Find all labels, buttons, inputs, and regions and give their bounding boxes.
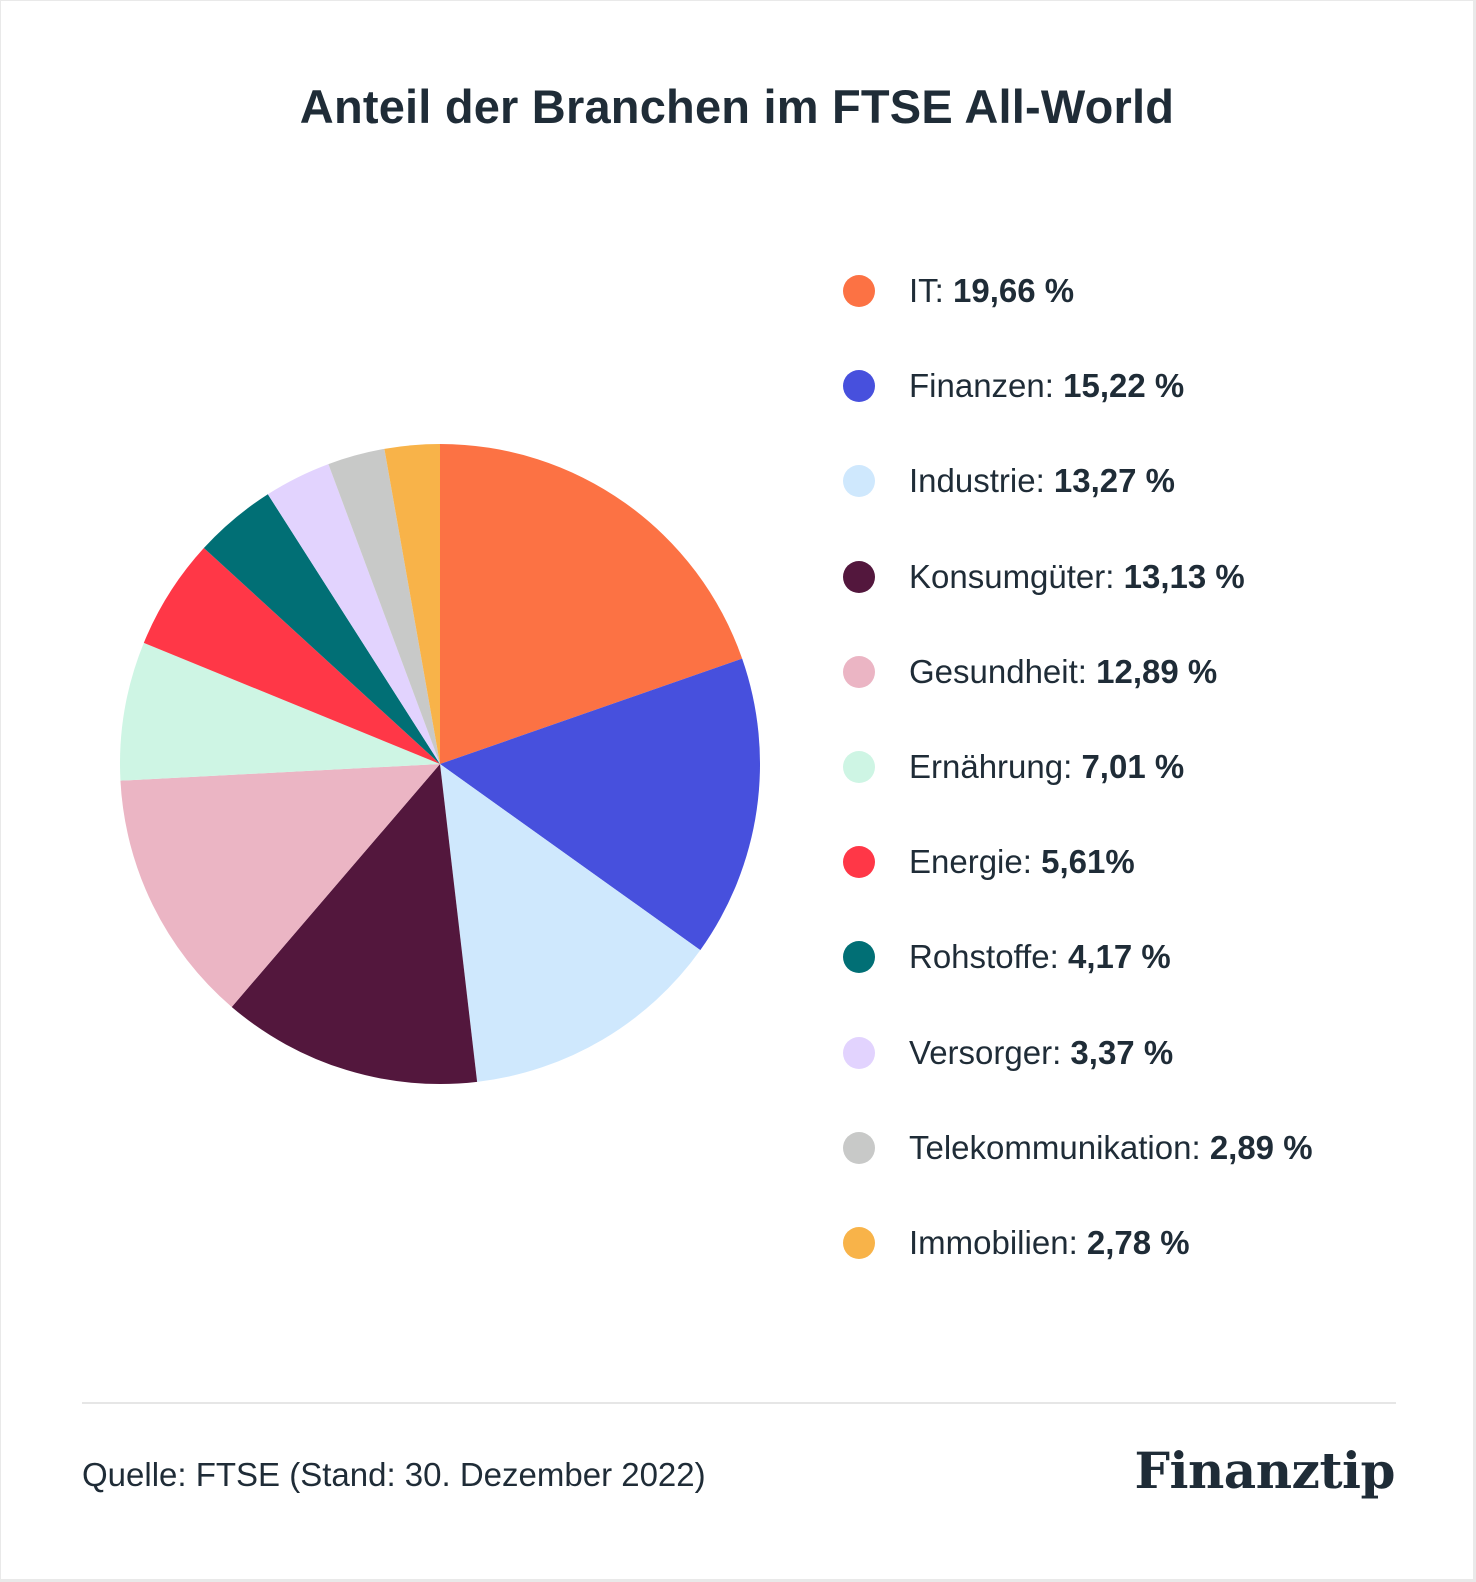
legend-label: Finanzen bbox=[909, 367, 1045, 405]
legend-value: 19,66 % bbox=[953, 272, 1075, 309]
legend-label: Versorger bbox=[909, 1033, 1053, 1071]
legend-text: Immobilien: 2,78 % bbox=[909, 1224, 1190, 1261]
legend-swatch bbox=[843, 370, 875, 403]
legend-value: 3,37 % bbox=[1070, 1033, 1174, 1071]
legend-item: Energie: 5,61% bbox=[843, 842, 1403, 882]
source-note: Quelle: FTSE (Stand: 30. Dezember 2022) bbox=[82, 1456, 706, 1493]
legend-text: Ernährung: 7,01 % bbox=[909, 748, 1185, 785]
legend-label: Ernährung bbox=[909, 748, 1064, 785]
pie-slice-7 bbox=[203, 494, 440, 764]
legend-swatch bbox=[843, 1131, 875, 1164]
legend-label: Industrie bbox=[909, 462, 1036, 500]
legend-label: IT bbox=[909, 272, 935, 309]
legend-item: Ernährung: 7,01 % bbox=[843, 747, 1403, 787]
legend-value: 13,27 % bbox=[1053, 462, 1176, 500]
legend-value: 13,13 % bbox=[1123, 557, 1245, 595]
legend-swatch bbox=[843, 1227, 875, 1259]
legend-item: IT: 19,66 % bbox=[843, 271, 1403, 311]
chart-title: Anteil der Branchen im FTSE All-World bbox=[299, 80, 1175, 133]
pie-slice-5 bbox=[120, 642, 440, 781]
legend-item: Immobilien: 2,78 % bbox=[843, 1223, 1403, 1263]
legend-value: 2,78 % bbox=[1086, 1224, 1190, 1261]
legend-value: 4,17 % bbox=[1068, 938, 1171, 976]
legend-text: Energie: 5,61% bbox=[909, 843, 1135, 881]
legend-swatch bbox=[843, 655, 875, 688]
legend-text: Versorger: 3,37 % bbox=[909, 1033, 1174, 1071]
legend-swatch bbox=[843, 275, 875, 307]
legend-swatch bbox=[843, 846, 875, 879]
legend-text: Finanzen: 15,22 % bbox=[909, 367, 1185, 405]
legend-label: Immobilien bbox=[909, 1224, 1069, 1261]
legend-item: Finanzen: 15,22 % bbox=[843, 366, 1403, 406]
legend-label: Rohstoffe bbox=[909, 938, 1050, 976]
legend-item: Konsumgüter: 13,13 % bbox=[843, 557, 1403, 597]
pie-slice-10 bbox=[384, 444, 440, 764]
legend-label: Konsumgüter bbox=[909, 557, 1106, 595]
legend-item: Gesundheit: 12,89 % bbox=[843, 652, 1403, 692]
legend-value: 12,89 % bbox=[1096, 652, 1218, 690]
legend-item: Industrie: 13,27 % bbox=[843, 461, 1403, 501]
pie-slice-6 bbox=[143, 548, 440, 764]
legend-value: 2,89 % bbox=[1209, 1128, 1313, 1166]
legend-text: Gesundheit: 12,89 % bbox=[909, 652, 1218, 690]
legend-text: Konsumgüter: 13,13 % bbox=[909, 557, 1245, 595]
legend-text: Rohstoffe: 4,17 % bbox=[909, 938, 1171, 976]
pie-chart bbox=[120, 444, 761, 1084]
legend-swatch bbox=[843, 465, 875, 498]
pie-slice-1 bbox=[440, 658, 761, 951]
legend-label: Gesundheit bbox=[909, 652, 1078, 690]
pie-slice-3 bbox=[231, 764, 478, 1084]
legend-text: Industrie: 13,27 % bbox=[909, 462, 1176, 500]
legend-item: Telekommunikation: 2,89 % bbox=[843, 1128, 1403, 1168]
legend-swatch bbox=[843, 560, 875, 593]
legend-item: Rohstoffe: 4,17 % bbox=[843, 937, 1403, 977]
pie-slice-9 bbox=[328, 448, 440, 764]
legend-label: Energie bbox=[909, 843, 1023, 881]
legend-value: 5,61% bbox=[1041, 843, 1135, 881]
legend-text: Telekommunikation: 2,89 % bbox=[909, 1128, 1313, 1166]
legend-value: 7,01 % bbox=[1081, 748, 1185, 785]
legend-text: IT: 19,66 % bbox=[909, 272, 1075, 309]
pie-slice-8 bbox=[267, 464, 440, 764]
legend-item: Versorger: 3,37 % bbox=[843, 1033, 1403, 1073]
legend-swatch bbox=[843, 751, 875, 783]
pie-slice-2 bbox=[440, 764, 701, 1082]
brand-logo: Finanztip bbox=[1134, 1441, 1395, 1500]
pie-slice-4 bbox=[120, 764, 440, 1007]
legend-value: 15,22 % bbox=[1063, 367, 1185, 405]
divider bbox=[82, 1402, 1396, 1404]
legend-swatch bbox=[843, 1036, 875, 1069]
legend-swatch bbox=[843, 941, 875, 974]
pie-slice-0 bbox=[440, 444, 743, 764]
legend-label: Telekommunikation bbox=[909, 1128, 1192, 1166]
